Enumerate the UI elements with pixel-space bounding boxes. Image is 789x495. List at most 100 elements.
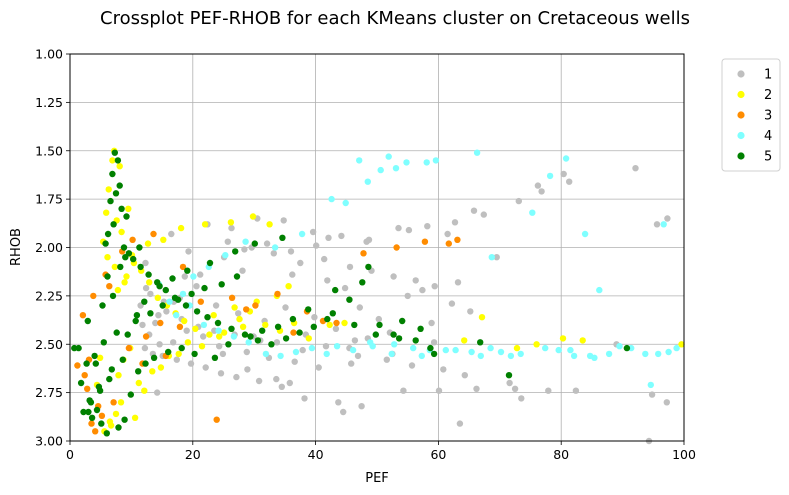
point-series-2 <box>154 294 161 301</box>
point-series-1 <box>340 408 347 416</box>
y-tick-label: 1.25 <box>35 95 63 110</box>
point-series-1 <box>309 228 317 236</box>
x-tick-label: 40 <box>308 447 324 462</box>
point-series-4 <box>342 199 349 207</box>
point-series-1 <box>217 370 225 377</box>
point-series-5 <box>109 292 117 300</box>
point-series-1 <box>572 387 580 394</box>
point-series-5 <box>141 298 148 305</box>
point-series-4 <box>200 321 208 329</box>
point-series-1 <box>197 271 204 278</box>
point-series-4 <box>655 350 662 358</box>
point-series-2 <box>266 221 273 228</box>
point-series-2 <box>305 335 312 342</box>
point-series-1 <box>412 277 419 284</box>
point-series-5 <box>110 221 117 228</box>
point-series-3 <box>421 238 429 245</box>
point-series-2 <box>201 221 209 228</box>
point-series-4 <box>385 153 392 160</box>
point-series-1 <box>363 238 370 245</box>
point-series-1 <box>653 221 661 228</box>
point-series-2 <box>175 350 182 358</box>
point-series-5 <box>147 310 154 317</box>
point-series-4 <box>388 350 395 358</box>
point-series-2 <box>181 317 188 325</box>
point-series-5 <box>109 170 116 178</box>
point-series-5 <box>136 244 143 251</box>
point-series-5 <box>85 408 92 416</box>
point-series-4 <box>596 286 603 294</box>
point-series-4 <box>452 346 459 354</box>
point-series-5 <box>106 375 113 383</box>
y-tick-label: 1.50 <box>35 143 63 158</box>
point-series-3 <box>106 283 113 290</box>
point-series-5 <box>376 321 383 329</box>
point-series-1 <box>506 379 513 387</box>
point-series-2 <box>227 219 235 226</box>
point-series-5 <box>279 234 286 241</box>
legend-marker-3 <box>737 111 745 119</box>
point-series-2 <box>96 354 104 361</box>
point-series-1 <box>270 250 277 257</box>
point-series-1 <box>480 211 487 218</box>
x-tick-label: 80 <box>553 447 569 462</box>
point-series-2 <box>144 240 152 247</box>
point-series-1 <box>142 284 150 292</box>
legend-label-2: 2 <box>764 88 772 103</box>
point-series-5 <box>123 213 130 220</box>
point-series-1 <box>351 337 359 344</box>
legend-label-4: 4 <box>764 129 772 144</box>
y-axis-label: RHOB <box>9 228 24 266</box>
point-series-1 <box>228 224 235 232</box>
point-series-4 <box>222 252 229 259</box>
point-series-1 <box>461 372 468 379</box>
point-series-3 <box>176 323 184 330</box>
point-series-4 <box>245 339 252 346</box>
x-tick-label: 0 <box>66 447 74 462</box>
point-series-2 <box>131 414 139 421</box>
x-axis-label: PEF <box>365 471 389 486</box>
point-series-1 <box>282 304 289 311</box>
point-series-1 <box>493 254 500 261</box>
point-series-5 <box>214 319 222 327</box>
point-series-3 <box>142 333 150 340</box>
point-series-1 <box>518 395 525 402</box>
point-series-3 <box>92 428 99 435</box>
point-series-4 <box>591 354 598 361</box>
point-series-1 <box>291 358 298 365</box>
point-series-1 <box>431 283 438 290</box>
point-series-4 <box>166 298 173 305</box>
point-series-4 <box>546 172 554 180</box>
point-series-2 <box>513 344 521 352</box>
point-series-3 <box>110 399 117 406</box>
point-series-2 <box>141 387 148 394</box>
point-series-2 <box>114 286 122 294</box>
point-series-1 <box>664 215 671 222</box>
series-1 <box>137 165 671 445</box>
point-series-5 <box>87 399 95 406</box>
point-series-1 <box>243 348 250 356</box>
point-series-2 <box>112 410 120 418</box>
y-tick-label: 1.00 <box>35 47 63 62</box>
point-series-1 <box>545 387 552 394</box>
point-series-2 <box>177 224 185 232</box>
point-series-3 <box>393 244 400 251</box>
point-series-4 <box>487 344 494 352</box>
point-series-4 <box>507 352 515 360</box>
point-series-1 <box>390 273 397 280</box>
point-series-1 <box>511 385 519 392</box>
point-series-1 <box>183 327 190 334</box>
point-series-5 <box>162 286 169 294</box>
y-tick-label: 1.75 <box>35 192 63 207</box>
point-series-1 <box>263 240 271 247</box>
y-axis-ticks: 1.00 1.25 1.50 1.75 2.00 2.25 2.50 2.75 3.00 <box>35 47 70 449</box>
point-series-3 <box>90 292 97 300</box>
point-series-2 <box>103 209 110 216</box>
point-series-5 <box>225 341 232 348</box>
point-series-5 <box>111 149 119 156</box>
point-series-5 <box>83 360 90 367</box>
point-series-5 <box>365 263 372 271</box>
point-series-4 <box>642 350 649 358</box>
point-series-1 <box>663 399 670 406</box>
point-series-1 <box>155 312 162 319</box>
